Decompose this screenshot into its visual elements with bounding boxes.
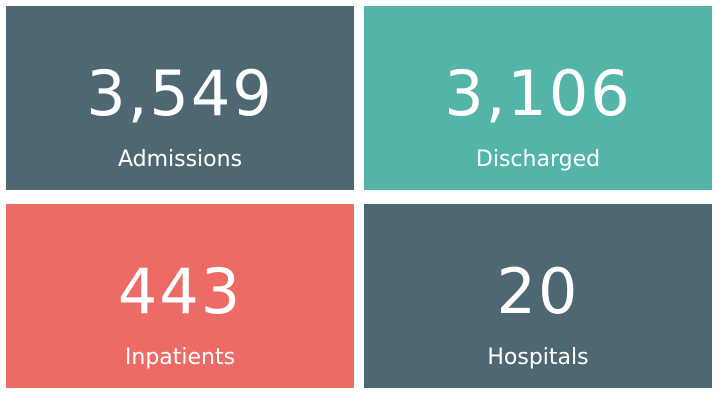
kpi-value: 3,106 <box>444 57 632 130</box>
kpi-card: 443 Inpatients <box>6 204 354 388</box>
kpi-card: 20 Hospitals <box>364 204 712 388</box>
kpi-value: 20 <box>496 255 580 328</box>
kpi-card: 3,106 Discharged <box>364 6 712 190</box>
kpi-value: 3,549 <box>86 57 274 130</box>
kpi-label: Hospitals <box>487 345 589 370</box>
kpi-label: Admissions <box>117 147 243 172</box>
kpi-label: Inpatients <box>124 345 236 370</box>
kpi-card: 3,549 Admissions <box>6 6 354 190</box>
kpi-value: 443 <box>117 255 243 328</box>
kpi-label: Discharged <box>475 147 601 172</box>
